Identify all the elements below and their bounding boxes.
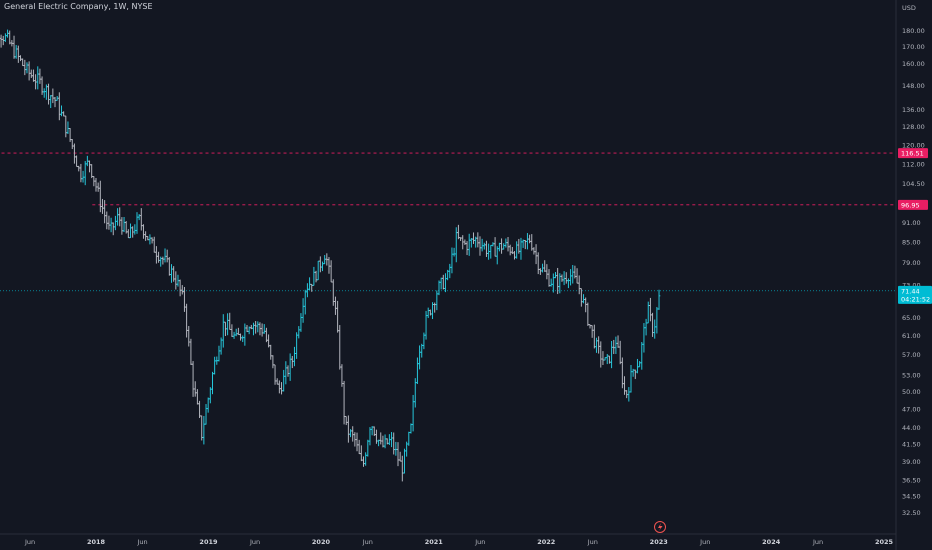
y-tick-label: 85.00	[902, 238, 921, 246]
chart-title: General Electric Company, 1W, NYSE	[4, 2, 153, 11]
y-tick-label: 57.00	[902, 351, 921, 359]
x-tick-label: Jun	[699, 538, 710, 546]
y-tick-label: 34.50	[902, 492, 921, 500]
y-tick-label: 160.00	[902, 60, 925, 68]
last-price-label: 71.44	[901, 287, 920, 295]
x-tick-label: Jun	[249, 538, 260, 546]
bar-countdown-label: 04:21:52	[901, 295, 930, 303]
y-tick-label: 91.00	[902, 219, 921, 227]
y-tick-label: 112.00	[902, 161, 925, 169]
level-price-label: 116.51	[901, 150, 924, 158]
y-tick-label: 79.00	[902, 259, 921, 267]
x-tick-label: 2019	[199, 538, 218, 546]
y-tick-label: 180.00	[902, 27, 925, 35]
level-price-tag	[898, 199, 928, 210]
currency-label: USD	[902, 4, 916, 12]
x-tick-label: Jun	[474, 538, 485, 546]
dividend-flash-icon[interactable]	[654, 521, 666, 533]
x-tick-label: 2024	[762, 538, 781, 546]
x-tick-label: 2022	[537, 538, 555, 546]
y-tick-label: 44.00	[902, 424, 921, 432]
y-tick-label: 148.00	[902, 82, 925, 90]
level-price-label: 96.95	[901, 201, 920, 209]
y-tick-label: 73.00	[902, 281, 921, 289]
y-tick-label: 128.00	[902, 123, 925, 131]
x-tick-label: 2023	[650, 538, 668, 546]
x-tick-label: Jun	[362, 538, 373, 546]
y-tick-label: 104.50	[902, 180, 925, 188]
y-tick-label: 36.50	[902, 476, 921, 484]
y-tick-label: 47.00	[902, 405, 921, 413]
x-tick-label: Jun	[812, 538, 823, 546]
y-tick-label: 32.50	[902, 509, 921, 517]
x-tick-label: Jun	[24, 538, 35, 546]
x-tick-label: Jun	[587, 538, 598, 546]
x-tick-label: 2020	[312, 538, 331, 546]
price-bars	[0, 29, 661, 482]
y-tick-label: 41.50	[902, 440, 921, 448]
y-tick-label: 50.00	[902, 388, 921, 396]
y-tick-label: 53.00	[902, 371, 921, 379]
level-price-tag	[898, 148, 928, 159]
y-tick-label: 39.00	[902, 458, 921, 466]
x-tick-label: Jun	[136, 538, 147, 546]
horizontal-levels	[0, 152, 896, 292]
y-tick-label: 120.00	[902, 141, 925, 149]
y-tick-label: 170.00	[902, 43, 925, 51]
time-axis[interactable]: Jun 2018 Jun 2019 Jun 2020 Jun 2021 Jun 2022 Jun 20…	[24, 538, 894, 546]
y-tick-label: 65.00	[902, 314, 921, 322]
last-price-tag	[898, 285, 932, 304]
x-tick-label: 2021	[425, 538, 444, 546]
y-tick-label: 136.00	[902, 106, 925, 114]
y-tick-label: 61.00	[902, 332, 921, 340]
x-tick-label: 2025	[875, 538, 894, 546]
x-tick-label: 2018	[87, 538, 106, 546]
